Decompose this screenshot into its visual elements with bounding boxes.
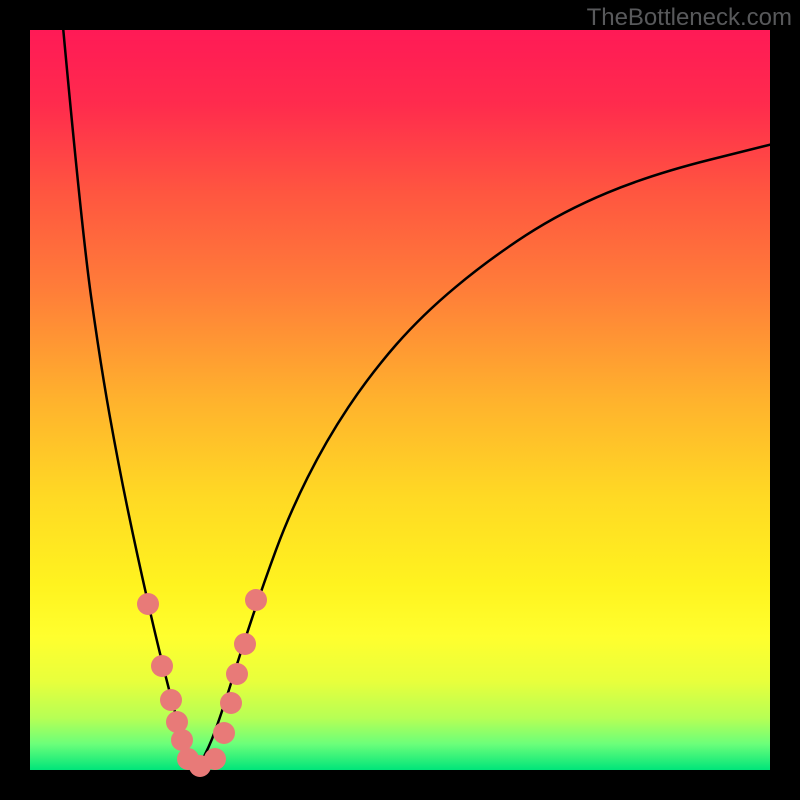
chart-root: TheBottleneck.com <box>0 0 800 800</box>
data-point-marker <box>220 692 242 714</box>
data-point-marker <box>234 633 256 655</box>
data-point-marker <box>204 748 226 770</box>
watermark-text: TheBottleneck.com <box>587 4 792 32</box>
data-point-marker <box>160 689 182 711</box>
data-point-marker <box>151 655 173 677</box>
data-point-marker <box>213 722 235 744</box>
data-point-marker <box>245 589 267 611</box>
plot-area <box>30 30 770 770</box>
data-point-marker <box>226 663 248 685</box>
markers-layer <box>30 30 770 770</box>
data-point-marker <box>137 593 159 615</box>
